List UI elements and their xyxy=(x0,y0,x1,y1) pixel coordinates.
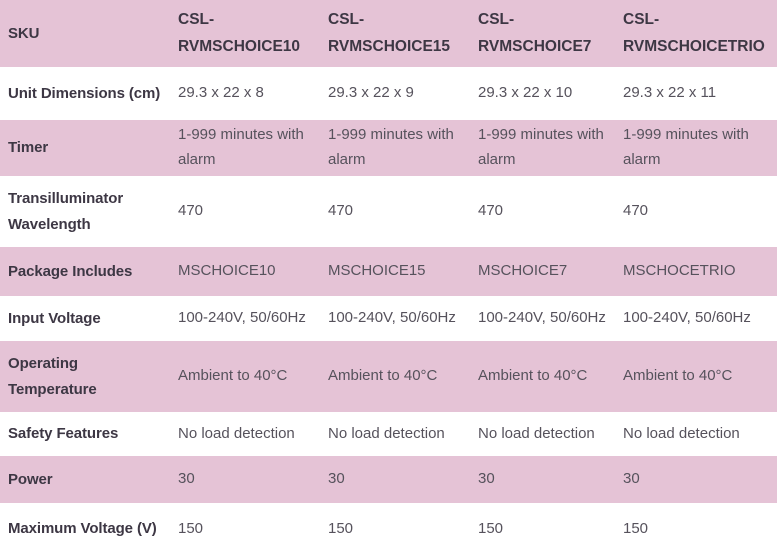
table-row: Package Includes MSCHOICE10 MSCHOICE15 M… xyxy=(0,247,777,296)
column-header-sku-1: CSL-RVMSCHOICE10 xyxy=(178,11,301,55)
row-label-unit-dimensions: Unit Dimensions (cm) xyxy=(8,84,161,102)
cell: MSCHOICE10 xyxy=(178,262,276,280)
cell: 1-999 minutes with alarm xyxy=(478,126,604,168)
cell: 30 xyxy=(478,470,495,488)
cell: Ambient to 40°C xyxy=(478,367,588,385)
table-row: Transilluminator Wavelength 470 470 470 … xyxy=(0,176,777,247)
cell: No load detection xyxy=(478,424,595,442)
cell: 30 xyxy=(178,470,195,488)
cell: 470 xyxy=(623,202,649,220)
cell: No load detection xyxy=(328,424,445,442)
cell: Ambient to 40°C xyxy=(328,367,438,385)
cell: 1-999 minutes with alarm xyxy=(178,126,304,168)
cell: 470 xyxy=(478,202,504,220)
table-row: Operating Temperature Ambient to 40°C Am… xyxy=(0,341,777,412)
cell: Ambient to 40°C xyxy=(623,367,733,385)
cell: No load detection xyxy=(623,424,740,442)
table-row: Input Voltage 100-240V, 50/60Hz 100-240V… xyxy=(0,296,777,341)
row-label-transilluminator-wavelength: Transilluminator Wavelength xyxy=(8,190,124,233)
row-label-timer: Timer xyxy=(8,139,49,157)
cell: 470 xyxy=(178,202,204,220)
cell: 29.3 x 22 x 10 xyxy=(478,84,573,102)
column-header-sku-2: CSL-RVMSCHOICE15 xyxy=(328,11,451,55)
row-label-maximum-voltage: Maximum Voltage (V) xyxy=(8,520,157,538)
cell: 1-999 minutes with alarm xyxy=(328,126,454,168)
cell: 100-240V, 50/60Hz xyxy=(478,309,606,327)
row-label-input-voltage: Input Voltage xyxy=(8,309,101,327)
row-label-safety-features: Safety Features xyxy=(8,425,119,443)
cell: 1-999 minutes with alarm xyxy=(623,126,749,168)
cell: 29.3 x 22 x 8 xyxy=(178,84,264,102)
cell: 150 xyxy=(478,519,504,537)
cell: MSCHOCETRIO xyxy=(623,262,736,280)
cell: No load detection xyxy=(178,424,295,442)
table-row: Power 30 30 30 30 xyxy=(0,456,777,503)
cell: 29.3 x 22 x 9 xyxy=(328,84,414,102)
cell: 470 xyxy=(328,202,354,220)
cell: 150 xyxy=(178,519,204,537)
table-row: Safety Features No load detection No loa… xyxy=(0,412,777,456)
cell: 100-240V, 50/60Hz xyxy=(178,309,306,327)
column-header-sku-4: CSL-RVMSCHOICETRIO xyxy=(623,11,765,55)
cell: 150 xyxy=(623,519,649,537)
column-header-sku-3: CSL-RVMSCHOICE7 xyxy=(478,11,592,55)
row-label-package-includes: Package Includes xyxy=(8,262,133,280)
row-label-sku: SKU xyxy=(8,24,40,42)
table-row: Unit Dimensions (cm) 29.3 x 22 x 8 29.3 … xyxy=(0,67,777,120)
cell: 150 xyxy=(328,519,354,537)
cell: 30 xyxy=(623,470,640,488)
table-header-row: SKU CSL-RVMSCHOICE10 CSL-RVMSCHOICE15 CS… xyxy=(0,0,777,67)
table-row: Maximum Voltage (V) 150 150 150 150 xyxy=(0,503,777,555)
row-label-power: Power xyxy=(8,470,53,488)
cell: 29.3 x 22 x 11 xyxy=(623,84,717,102)
cell: 100-240V, 50/60Hz xyxy=(328,309,456,327)
cell: Ambient to 40°C xyxy=(178,367,288,385)
cell: MSCHOICE7 xyxy=(478,262,568,280)
cell: 100-240V, 50/60Hz xyxy=(623,309,751,327)
table-row: Timer 1-999 minutes with alarm 1-999 min… xyxy=(0,120,777,176)
cell: 30 xyxy=(328,470,345,488)
row-label-operating-temperature: Operating Temperature xyxy=(8,355,97,398)
cell: MSCHOICE15 xyxy=(328,262,426,280)
